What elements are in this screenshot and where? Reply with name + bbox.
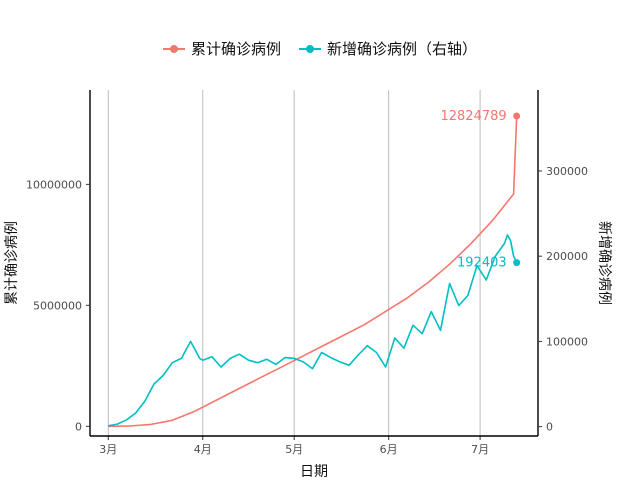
legend-label-new: 新增确诊病例（右轴） (327, 40, 478, 58)
x-tick-label: 4月 (194, 443, 212, 456)
legend-key-cumulative-icon (162, 42, 185, 56)
legend-item-new: 新增确诊病例（右轴） (299, 38, 477, 59)
y-right-axis-title: 新增确诊病例 (596, 221, 612, 305)
series-end-point-new (513, 259, 521, 267)
y-left-tick-label: 0 (75, 420, 82, 433)
legend-item-cumulative: 累计确诊病例 (162, 38, 281, 59)
series-end-point-cumulative (513, 112, 521, 120)
x-tick-label: 7月 (471, 443, 489, 456)
series-end-label-cumulative: 12824789 (440, 109, 506, 124)
x-tick-label: 5月 (285, 443, 303, 456)
legend-key-new-icon (299, 42, 321, 56)
series-line-new (108, 234, 518, 427)
x-tick-label: 6月 (380, 443, 398, 456)
y-right-tick-label: 100000 (546, 335, 588, 348)
legend: 累计确诊病例 新增确诊病例（右轴） (0, 38, 640, 59)
y-right-tick-label: 200000 (546, 250, 588, 263)
y-left-axis-title: 累计确诊病例 (4, 221, 20, 305)
series-line-cumulative (108, 115, 518, 428)
x-tick-label: 3月 (99, 443, 117, 456)
x-axis-title: 日期 (300, 464, 328, 480)
y-left-tick-label: 10000000 (26, 178, 82, 191)
y-right-tick-label: 300000 (546, 165, 588, 178)
legend-label-cumulative: 累计确诊病例 (190, 40, 281, 58)
series-end-label-new: 192403 (457, 256, 507, 271)
y-right-tick-label: 0 (546, 421, 553, 434)
y-left-tick-label: 5000000 (33, 299, 82, 312)
